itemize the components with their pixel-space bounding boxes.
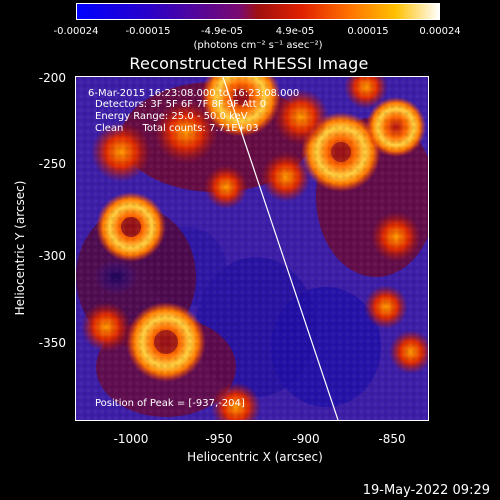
y-tick: -350	[38, 336, 66, 350]
colorbar-tick: -0.00015	[125, 26, 171, 37]
x-tick: -900	[292, 432, 320, 446]
timestamp: 19-May-2022 09:29	[362, 483, 490, 498]
y-tick: -300	[38, 249, 66, 263]
colorbar-tick: -4.9e-05	[201, 26, 243, 37]
colorbar-tick: -0.00024	[53, 26, 99, 37]
info-date: 6-Mar-2015 16:23:08.000 to 16:23:08.000	[88, 88, 300, 99]
colorbar-unit: (photons cm⁻² s⁻¹ asec⁻²)	[193, 40, 323, 51]
colorbar-tick: 4.9e-05	[275, 26, 315, 37]
colorbar	[76, 3, 440, 20]
info-counts: Clean Total counts: 7.71E+03	[95, 123, 259, 134]
y-axis-label: Heliocentric Y (arcsec)	[13, 180, 27, 316]
peak-position: Position of Peak = [-937,-204]	[95, 398, 245, 409]
x-tick: -1000	[113, 432, 149, 446]
x-axis-label: Heliocentric X (arcsec)	[187, 450, 323, 464]
y-tick: -200	[38, 71, 66, 85]
info-energy: Energy Range: 25.0 - 50.0 keV	[95, 111, 248, 122]
heatmap-image	[76, 77, 428, 420]
colorbar-tick: 0.00024	[419, 26, 461, 37]
x-tick: -950	[205, 432, 233, 446]
image-title: Reconstructed RHESSI Image	[129, 54, 369, 73]
colorbar-tick: 0.00015	[347, 26, 389, 37]
y-tick: -250	[38, 157, 66, 171]
image-plot	[75, 76, 429, 421]
info-detectors: Detectors: 3F 5F 6F 7F 8F 9F Att 0	[95, 99, 267, 110]
x-tick: -850	[378, 432, 406, 446]
